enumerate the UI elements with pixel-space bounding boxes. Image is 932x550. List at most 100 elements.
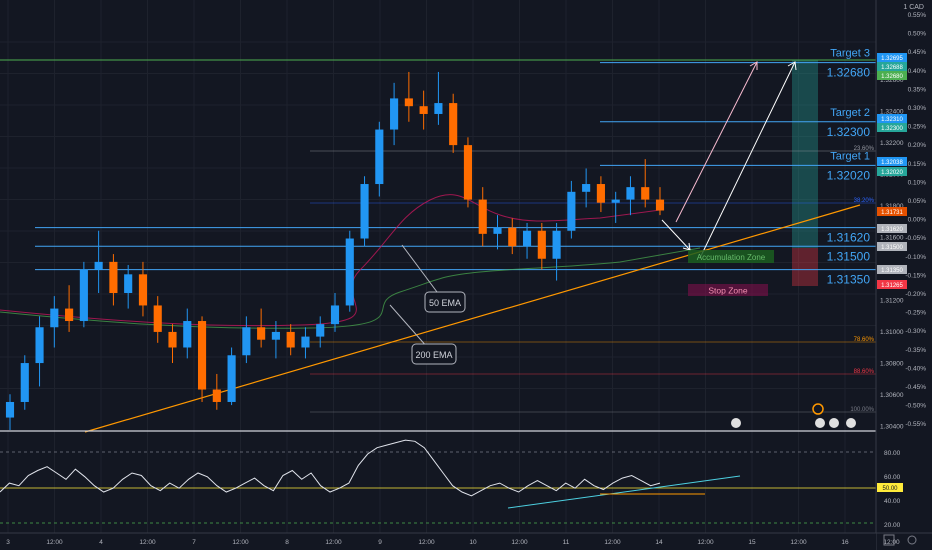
ema-50-pointer [401, 244, 441, 297]
time-axis-label: 10 [469, 539, 477, 546]
candle-body [316, 324, 325, 337]
candle-body [375, 129, 384, 185]
settings-icon[interactable] [883, 534, 895, 546]
candle-body [286, 331, 295, 348]
level-value-label: 1.32680 [827, 66, 871, 80]
fib-labels: 23.60% 38.20% 78.60% 88.60% 100.00% [850, 146, 874, 413]
candle-body [611, 199, 620, 203]
ema-200-label: 200 EMA [415, 350, 452, 360]
candle-body [138, 274, 148, 306]
candle-body [522, 230, 532, 247]
price-tag-label: 1.32300 [881, 126, 903, 132]
rsi-axis-label: 60.00 [884, 474, 901, 481]
candle-body [596, 184, 605, 203]
ema-50-callout[interactable] [424, 291, 466, 313]
fib-lines [310, 150, 876, 413]
candle-body [345, 238, 354, 306]
time-axis-label: 12:00 [46, 539, 63, 546]
candle-body [330, 305, 340, 325]
candle-body [20, 363, 29, 402]
rsi-pane[interactable] [0, 439, 876, 524]
percent-axis-label: 0.25% [908, 124, 927, 131]
event-markers[interactable] [731, 403, 856, 428]
candle-body [537, 230, 546, 259]
percent-axis-label: -0.45% [905, 384, 926, 391]
flag-icon[interactable] [731, 418, 741, 428]
percent-axis-label: 0.05% [908, 198, 927, 205]
percent-axis-label: 0.00% [908, 217, 927, 224]
percent-axis-label: -0.25% [905, 310, 926, 317]
price-tag [877, 242, 907, 251]
accumulation-zone-box[interactable] [688, 250, 774, 263]
candle-body [390, 98, 399, 130]
candle-body [655, 199, 665, 211]
chart-settings[interactable] [883, 534, 917, 546]
level-target-label: Target 2 [830, 107, 870, 119]
main-pane[interactable]: 50 EMA 200 EMA Accumulation Zone Stop Zo… [0, 48, 876, 433]
level-target-label: Target 3 [830, 48, 870, 60]
price-tag-label: 1.32020 [881, 170, 903, 176]
candle-body [552, 230, 561, 259]
level-lines [0, 59, 876, 271]
rsi-value-label: 50.00 [882, 486, 898, 492]
rsi-axis: 80.00 60.00 40.00 20.00 50.00 [877, 450, 903, 529]
time-axis-label: 12:00 [418, 539, 435, 546]
price-tag [877, 167, 907, 176]
time-axis-label: 12:00 [139, 539, 156, 546]
time-axis-label: 7 [192, 539, 196, 546]
price-axis-label: 1.31200 [880, 298, 904, 305]
gear-icon[interactable] [907, 535, 917, 545]
level-value-label: 1.32300 [827, 125, 871, 139]
level-labels: 1.32680 Target 3 1.32300 Target 2 1.32020 Tar… [827, 48, 871, 287]
price-axis-background [876, 0, 932, 550]
price-tag-label: 1.31620 [881, 227, 903, 233]
candle-body [5, 401, 15, 418]
projection-arrow-2 [699, 61, 797, 259]
candle-body [94, 261, 103, 270]
candle-body [582, 184, 591, 192]
percent-axis-label: 0.15% [908, 161, 927, 168]
candle-body [301, 336, 310, 348]
event-icon[interactable] [812, 403, 824, 415]
flag-icon[interactable] [815, 418, 825, 428]
level-value-label: 1.31350 [827, 273, 871, 287]
fib-label: 38.20% [854, 198, 875, 204]
time-axis[interactable]: 3 12:00 4 12:00 7 12:00 8 12:00 9 12:00 10 12:00 11 1… [0, 532, 932, 550]
percent-axis-label: -0.35% [905, 347, 926, 354]
price-tag [877, 53, 907, 62]
candle-body [153, 305, 162, 332]
price-axis[interactable]: 1 CAD 0.55% 0.50% 0.45% 0.40% 0.35% 0.30% 0.25… [875, 0, 932, 550]
price-axis-label: 1.31600 [880, 235, 904, 242]
percent-axis-label: -0.55% [905, 421, 926, 428]
candlesticks [5, 71, 665, 430]
price-tag-label: 1.31500 [881, 245, 903, 251]
stop-zone-label: Stop Zone [708, 286, 747, 296]
time-axis-label: 14 [655, 539, 663, 546]
candle-body [271, 331, 280, 340]
price-tag [877, 62, 907, 71]
price-axis-label: 1.31800 [880, 203, 904, 210]
time-axis-label: 9 [378, 539, 382, 546]
target-zone-box [792, 60, 818, 248]
candle-body [360, 184, 369, 239]
flag-icon[interactable] [829, 418, 839, 428]
rsi-trendline[interactable] [507, 475, 741, 509]
percent-axis-label: -0.30% [905, 328, 926, 335]
price-tag [877, 224, 907, 233]
candle-body [478, 199, 487, 234]
candle-body [242, 327, 251, 356]
price-tag [877, 71, 907, 80]
time-axis-label: 8 [285, 539, 289, 546]
time-axis-label: 12:00 [604, 539, 621, 546]
percent-axis-label: 0.35% [908, 86, 927, 93]
candle-body [124, 274, 133, 294]
price-tag [877, 280, 907, 289]
candle-body [257, 327, 266, 340]
ema-200-callout[interactable] [411, 343, 457, 365]
time-axis-label: 12:00 [511, 539, 528, 546]
flag-icon[interactable] [846, 418, 856, 428]
price-tag-label: 1.32038 [881, 160, 903, 166]
time-axis-label: 12:00 [790, 539, 807, 546]
stop-zone-box-label-bg[interactable] [688, 284, 768, 296]
